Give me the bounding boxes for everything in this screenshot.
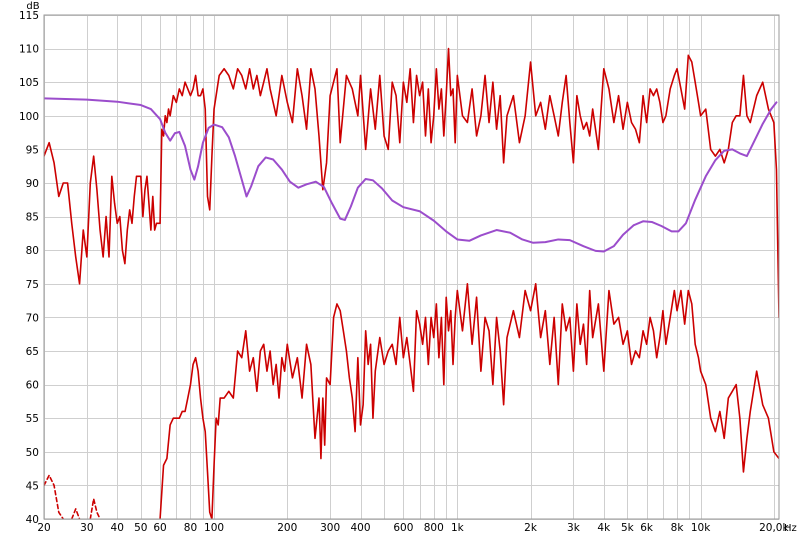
x-tick-label: 300 bbox=[320, 522, 340, 534]
x-tick-label: 8k bbox=[671, 522, 685, 534]
y-tick-label: 40 bbox=[26, 514, 39, 526]
y-tick-label: 45 bbox=[26, 480, 39, 492]
x-tick-label: 60 bbox=[153, 522, 166, 534]
x-tick-label: 600 bbox=[393, 522, 413, 534]
x-tick-label: 5k bbox=[621, 522, 635, 534]
series-line-3 bbox=[44, 474, 65, 519]
x-tick-label: 1k bbox=[451, 522, 465, 534]
plot-frame bbox=[43, 14, 780, 520]
x-unit-label: Hz bbox=[784, 523, 797, 534]
x-tick-label: 20 bbox=[37, 522, 50, 534]
y-tick-label: 65 bbox=[26, 346, 39, 358]
y-tick-label: 105 bbox=[19, 77, 39, 89]
y-tick-label: 60 bbox=[26, 380, 39, 392]
y-tick-label: 75 bbox=[26, 279, 39, 291]
y-tick-label: 95 bbox=[26, 144, 39, 156]
y-tick-label: 90 bbox=[26, 178, 39, 190]
plot-series bbox=[44, 47, 779, 519]
series-line-5 bbox=[89, 498, 101, 519]
x-tick-label: 2k bbox=[524, 522, 538, 534]
x-tick-label: 40 bbox=[111, 522, 124, 534]
y-tick-label: 110 bbox=[19, 44, 39, 56]
x-tick-label: 10k bbox=[691, 522, 711, 534]
x-tick-label: 400 bbox=[350, 522, 370, 534]
y-tick-label: 115 bbox=[19, 10, 39, 22]
y-tick-label: 50 bbox=[26, 447, 39, 459]
x-tick-label: 20,0k bbox=[759, 522, 789, 534]
y-tick-label: 100 bbox=[19, 111, 39, 123]
x-tick-label: 100 bbox=[204, 522, 224, 534]
series-line-2 bbox=[159, 283, 779, 519]
y-unit-label: dB bbox=[26, 1, 39, 12]
y-tick-label: 70 bbox=[26, 312, 39, 324]
series-line-6 bbox=[44, 97, 778, 253]
x-tick-label: 4k bbox=[597, 522, 611, 534]
series-line-1 bbox=[44, 47, 779, 319]
x-tick-label: 80 bbox=[184, 522, 197, 534]
y-tick-label: 85 bbox=[26, 212, 39, 224]
y-tick-label: 55 bbox=[26, 413, 39, 425]
axis-labels: 40 45 50 55 60 65 70 75 80 85 90 95 100 105 110 115 20 30… bbox=[19, 10, 790, 534]
x-tick-label: 3k bbox=[567, 522, 581, 534]
y-tick-label: 80 bbox=[26, 245, 39, 257]
x-tick-label: 30 bbox=[80, 522, 93, 534]
series-line-4 bbox=[70, 508, 81, 519]
x-tick-label: 6k bbox=[640, 522, 654, 534]
x-tick-label: 50 bbox=[134, 522, 147, 534]
x-tick-label: 800 bbox=[424, 522, 444, 534]
x-tick-label: 200 bbox=[277, 522, 297, 534]
